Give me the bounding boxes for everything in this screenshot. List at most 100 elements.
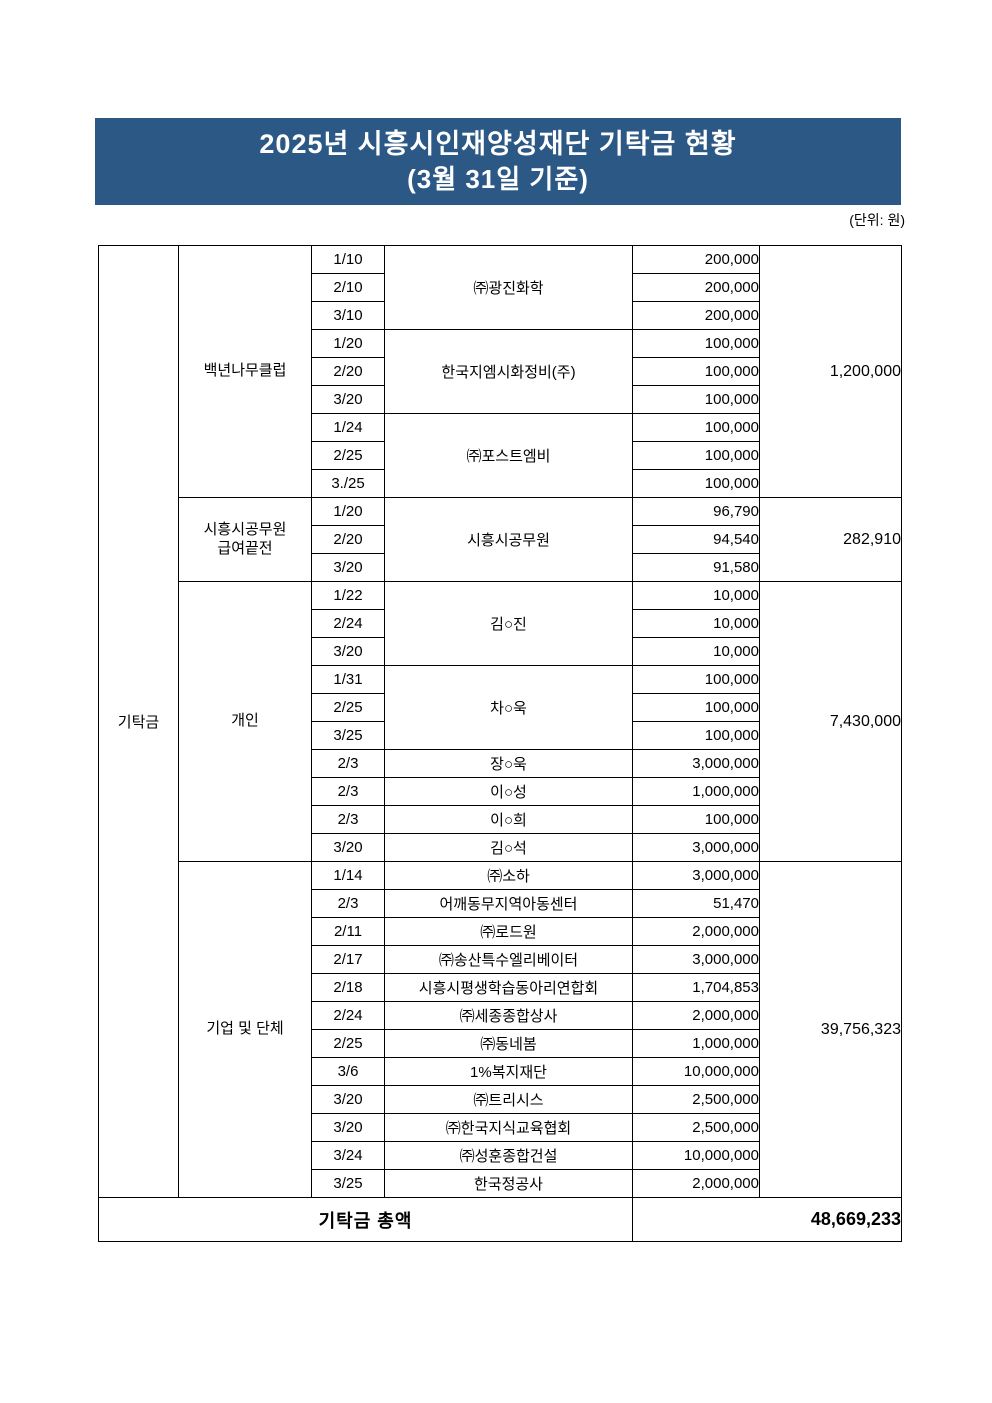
amount-cell: 94,540 bbox=[632, 525, 760, 554]
date-cell: 1/14 bbox=[311, 861, 385, 890]
date-cell: 3/24 bbox=[311, 1141, 385, 1170]
table-row: 2/20 94,540 bbox=[99, 525, 902, 554]
donor-cell: 김○석 bbox=[384, 833, 633, 862]
page-subtitle: (3월 31일 기준) bbox=[407, 164, 589, 194]
amount-cell: 100,000 bbox=[632, 805, 760, 834]
date-cell: 2/24 bbox=[311, 609, 385, 638]
amount-cell: 100,000 bbox=[632, 693, 760, 722]
unit-label: (단위: 원) bbox=[849, 212, 905, 228]
subtotal-cell: 282,910 bbox=[759, 497, 902, 582]
subtotal-cell: 1,200,000 bbox=[759, 245, 902, 498]
amount-cell: 2,000,000 bbox=[632, 1001, 760, 1030]
amount-cell: 1,704,853 bbox=[632, 973, 760, 1002]
amount-cell: 100,000 bbox=[632, 721, 760, 750]
date-cell: 2/18 bbox=[311, 973, 385, 1002]
donor-cell: 한국지엠시화정비(주) bbox=[384, 329, 633, 414]
date-cell: 3/20 bbox=[311, 833, 385, 862]
total-row: 기탁금 총액 48,669,233 bbox=[98, 1197, 902, 1242]
amount-cell: 91,580 bbox=[632, 553, 760, 582]
date-cell: 1/20 bbox=[311, 497, 385, 526]
date-cell: 3/6 bbox=[311, 1057, 385, 1086]
donor-cell: ㈜소하 bbox=[384, 861, 633, 890]
donor-cell: 한국정공사 bbox=[384, 1169, 633, 1198]
amount-cell: 2,500,000 bbox=[632, 1085, 760, 1114]
date-cell: 1/31 bbox=[311, 665, 385, 694]
amount-cell: 100,000 bbox=[632, 469, 760, 498]
amount-cell: 2,500,000 bbox=[632, 1113, 760, 1142]
date-cell: 2/25 bbox=[311, 1029, 385, 1058]
amount-cell: 2,000,000 bbox=[632, 1169, 760, 1198]
table-row: 2/11 ㈜로드원 2,000,000 bbox=[99, 917, 902, 946]
table-row: 3/20 ㈜한국지식교육협회 2,500,000 bbox=[99, 1113, 902, 1142]
amount-cell: 3,000,000 bbox=[632, 861, 760, 890]
donation-table-body: 기탁금 백년나무클럽 1/10 ㈜광진화학 200,000 1,200,000 2/10 20… bbox=[98, 245, 902, 1198]
table-row: 1/20 한국지엠시화정비(주) 100,000 bbox=[99, 329, 902, 414]
donor-cell: 시흥시평생학습동아리연합회 bbox=[384, 973, 633, 1002]
table-row: 3/20 10,000 bbox=[99, 637, 902, 666]
donor-cell: ㈜한국지식교육협회 bbox=[384, 1113, 633, 1142]
date-cell: 1/24 bbox=[311, 413, 385, 442]
table-row: 기탁금 백년나무클럽 1/10 ㈜광진화학 200,000 1,200,000 bbox=[98, 245, 902, 1198]
donor-cell: 이○희 bbox=[384, 805, 633, 834]
date-cell: 1/10 bbox=[311, 245, 385, 274]
table-row: 2/25 100,000 bbox=[99, 693, 902, 722]
donor-cell: 어깨동무지역아동센터 bbox=[384, 889, 633, 918]
date-cell: 2/11 bbox=[311, 917, 385, 946]
table-row: 3/25 100,000 bbox=[99, 721, 902, 750]
table-row: 2/25 100,000 bbox=[99, 441, 902, 470]
amount-cell: 96,790 bbox=[632, 497, 760, 526]
donor-cell: 장○욱 bbox=[384, 749, 633, 778]
donor-cell: 1%복지재단 bbox=[384, 1057, 633, 1086]
donation-table: 기탁금 백년나무클럽 1/10 ㈜광진화학 200,000 1,200,000 2/10 20… bbox=[98, 245, 902, 1242]
table-row: 3/25 한국정공사 2,000,000 bbox=[99, 1169, 902, 1198]
subtotal-cell: 39,756,323 bbox=[759, 861, 902, 1198]
total-amount: 48,669,233 bbox=[632, 1197, 902, 1242]
donor-cell: ㈜동네봄 bbox=[384, 1029, 633, 1058]
date-cell: 2/10 bbox=[311, 273, 385, 302]
donor-cell: ㈜포스트엠비 bbox=[384, 413, 633, 498]
amount-cell: 100,000 bbox=[632, 385, 760, 414]
amount-cell: 200,000 bbox=[632, 273, 760, 302]
amount-cell: 10,000,000 bbox=[632, 1057, 760, 1086]
table-row: 3/10 200,000 bbox=[99, 301, 902, 330]
table-row: 3/20 김○석 3,000,000 bbox=[99, 833, 902, 862]
date-cell: 2/25 bbox=[311, 693, 385, 722]
donor-cell: ㈜트리시스 bbox=[384, 1085, 633, 1114]
amount-cell: 10,000,000 bbox=[632, 1141, 760, 1170]
table-row: 1/24 ㈜포스트엠비 100,000 bbox=[99, 413, 902, 498]
amount-cell: 100,000 bbox=[632, 441, 760, 470]
table-row: 2/24 10,000 bbox=[99, 609, 902, 638]
amount-cell: 3,000,000 bbox=[632, 945, 760, 974]
date-cell: 1/20 bbox=[311, 329, 385, 358]
date-cell: 2/3 bbox=[311, 777, 385, 806]
title-banner: 2025년 시흥시인재양성재단 기탁금 현황 (3월 31일 기준) bbox=[95, 118, 901, 205]
donor-cell: ㈜세종종합상사 bbox=[384, 1001, 633, 1030]
amount-cell: 3,000,000 bbox=[632, 749, 760, 778]
amount-cell: 2,000,000 bbox=[632, 917, 760, 946]
table-row: 기업 및 단체 1/14 ㈜소하 3,000,000 39,756,323 bbox=[99, 861, 902, 1198]
table-row: 1/31 차○욱 100,000 bbox=[99, 665, 902, 750]
table-row: 2/10 200,000 bbox=[99, 273, 902, 302]
amount-cell: 1,000,000 bbox=[632, 777, 760, 806]
amount-cell: 10,000 bbox=[632, 581, 760, 610]
date-cell: 1/22 bbox=[311, 581, 385, 610]
date-cell: 3/20 bbox=[311, 637, 385, 666]
date-cell: 2/20 bbox=[311, 525, 385, 554]
donor-cell: 시흥시공무원 bbox=[384, 497, 633, 582]
amount-cell: 100,000 bbox=[632, 413, 760, 442]
date-cell: 3./25 bbox=[311, 469, 385, 498]
donor-cell: 차○욱 bbox=[384, 665, 633, 750]
category-cell: 백년나무클럽 bbox=[178, 245, 312, 498]
total-label: 기탁금 총액 bbox=[98, 1197, 633, 1242]
date-cell: 3/25 bbox=[311, 1169, 385, 1198]
amount-cell: 3,000,000 bbox=[632, 833, 760, 862]
table-row: 2/18 시흥시평생학습동아리연합회 1,704,853 bbox=[99, 973, 902, 1002]
date-cell: 2/25 bbox=[311, 441, 385, 470]
amount-cell: 10,000 bbox=[632, 637, 760, 666]
donor-cell: ㈜광진화학 bbox=[384, 245, 633, 330]
table-row: 2/3 어깨동무지역아동센터 51,470 bbox=[99, 889, 902, 918]
date-cell: 2/20 bbox=[311, 357, 385, 386]
category-cell: 시흥시공무원 급여끝전 bbox=[178, 497, 312, 582]
amount-cell: 100,000 bbox=[632, 665, 760, 694]
